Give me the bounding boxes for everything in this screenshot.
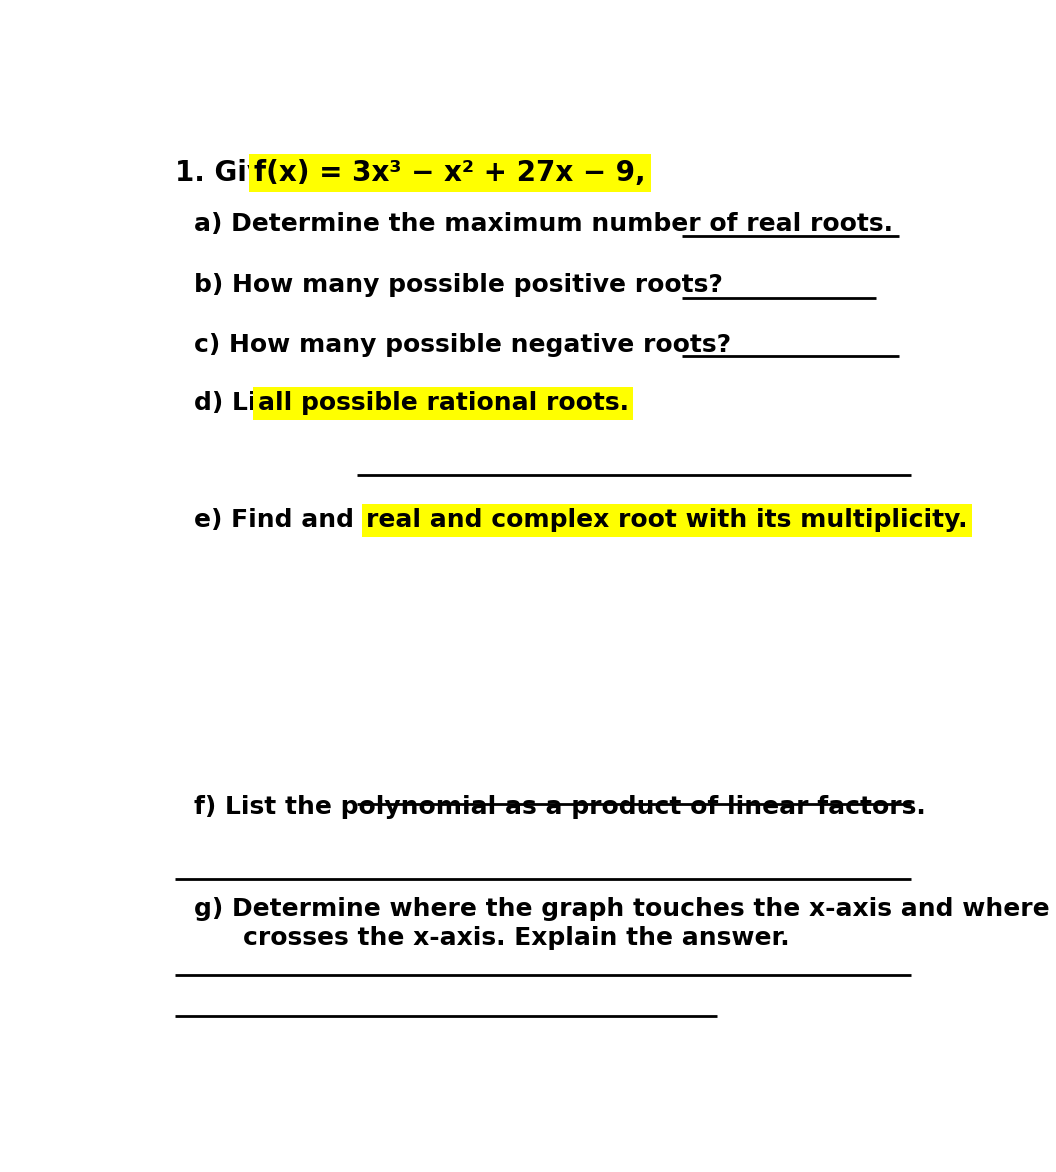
Text: g) Determine where the graph touches the x-axis and where it: g) Determine where the graph touches the… xyxy=(194,897,1056,921)
Text: f) List the polynomial as a product of linear factors.: f) List the polynomial as a product of l… xyxy=(194,795,926,818)
Text: d) List: d) List xyxy=(194,391,293,415)
Text: c) How many possible negative roots?: c) How many possible negative roots? xyxy=(194,333,731,356)
Text: 1. Given: 1. Given xyxy=(174,158,313,186)
Text: e) Find and list each: e) Find and list each xyxy=(194,509,491,532)
Text: a) Determine the maximum number of real roots.: a) Determine the maximum number of real … xyxy=(194,212,893,236)
Text: crosses the x-axis. Explain the answer.: crosses the x-axis. Explain the answer. xyxy=(208,926,790,949)
Text: real and complex root with its multiplicity.: real and complex root with its multiplic… xyxy=(366,509,967,532)
Text: f(x) = 3x³ − x² + 27x − 9,: f(x) = 3x³ − x² + 27x − 9, xyxy=(254,158,646,186)
Text: b) How many possible positive roots?: b) How many possible positive roots? xyxy=(194,273,723,298)
Text: all possible rational roots.: all possible rational roots. xyxy=(258,391,628,415)
